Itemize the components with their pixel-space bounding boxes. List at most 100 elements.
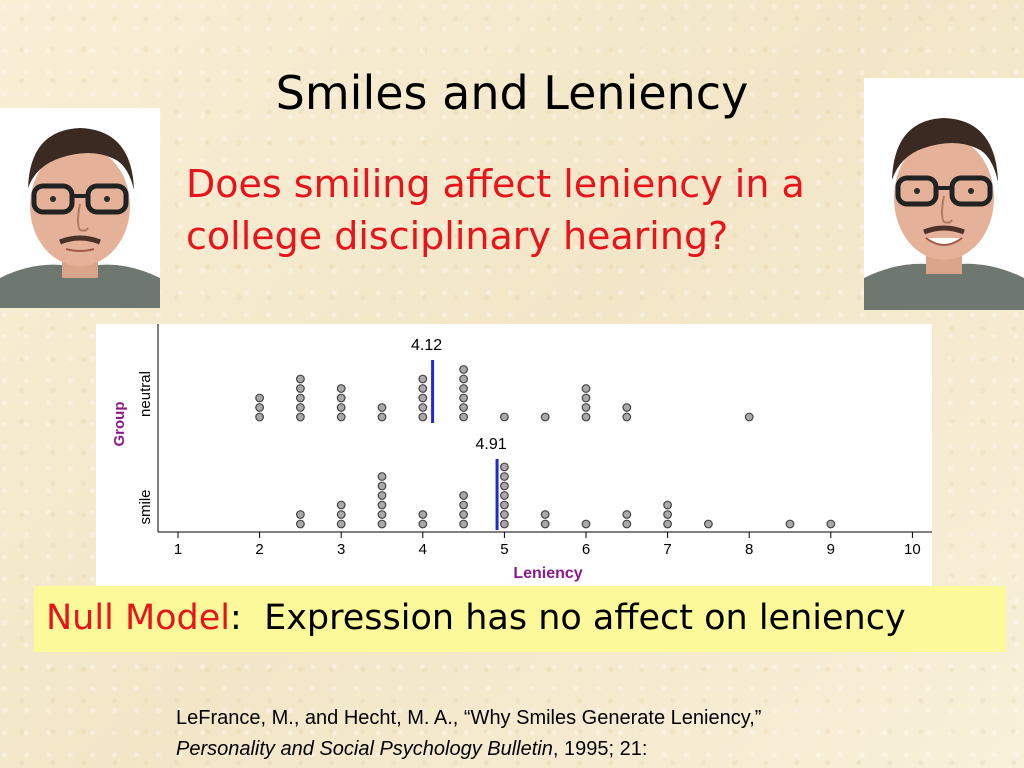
dot-neutral [255,403,265,412]
dot-smile [500,481,509,491]
dot-smile [336,510,346,519]
dot-smile [826,519,836,529]
dot-neutral [255,412,265,422]
dot-smile [581,519,591,529]
dotplot-svg: 1 2 3 4 5 6 7 8 9 10 neutral smile Group Leniency 4.12… [111,324,932,582]
dot-smile [500,500,509,510]
dot-smile [418,519,428,529]
group-label-neutral: neutral [137,371,154,417]
dot-neutral [459,384,469,393]
dot-smile [336,519,346,529]
dot-smile [459,519,469,529]
dot-smile [540,510,550,519]
x-tick-label: 7 [663,541,671,558]
null-model-box: Null Model: Expression has no affect on … [34,586,1006,652]
dot-neutral [295,374,305,384]
dot-neutral [418,403,428,412]
dot-neutral [295,412,305,422]
dot-smile [704,519,713,529]
dot-neutral [581,393,591,403]
mean-label-smile: 4.91 [475,436,506,453]
x-tick-label: 5 [500,541,508,558]
dot-neutral [295,384,305,393]
dot-smile [377,481,387,491]
dot-neutral [336,412,346,422]
dot-smile [663,500,672,510]
x-tick-label: 1 [174,541,182,558]
face-photo-neutral [0,108,160,308]
x-axis-title: Leniency [513,565,582,582]
dot-smile [500,462,509,472]
dot-smile [500,472,509,481]
x-tick-label: 3 [337,541,345,558]
null-model-lead: Null Model [46,598,231,638]
dot-smile [336,500,346,510]
dot-neutral [459,403,469,412]
dot-neutral [581,412,591,422]
leniency-dotplot: 1 2 3 4 5 6 7 8 9 10 neutral smile Group Leniency 4.12… [96,324,932,586]
face-photo-smiling [864,78,1024,310]
dot-neutral [459,365,469,374]
citation-journal: Personality and Social Psychology Bullet… [176,738,553,760]
dot-smile [500,519,509,529]
dot-neutral [418,412,428,422]
dot-neutral [622,403,632,412]
citation-line-2: Personality and Social Psychology Bullet… [176,734,761,765]
dot-smile [377,491,387,500]
dot-neutral [744,412,754,422]
x-tick-label: 4 [419,541,427,558]
dot-smile [377,510,387,519]
null-model-statement: Null Model: Expression has no affect on … [46,598,906,638]
y-axis-title: Group [111,402,128,447]
dot-neutral [581,403,591,412]
dot-smile [663,510,672,519]
dot-smile [377,519,387,529]
citation: LeFrance, M., and Hecht, M. A., “Why Smi… [176,703,761,765]
dot-neutral [459,393,469,403]
citation-rest: , 1995; 21: [552,738,648,760]
dot-smile [459,510,469,519]
dot-neutral [418,384,428,393]
dot-smile [663,519,672,529]
dot-smile [785,519,795,529]
mean-label-neutral: 4.12 [411,337,442,354]
slide-title: Smiles and Leniency [275,66,749,120]
dot-smile [540,519,550,529]
dot-smile [500,491,509,500]
group-label-smile: smile [137,489,154,524]
dot-neutral [295,393,305,403]
x-tick-label: 2 [255,541,263,558]
dot-neutral [418,374,428,384]
dot-neutral [336,384,346,393]
dot-smile [500,510,509,519]
dot-neutral [377,412,387,422]
x-tick-label: 10 [904,541,921,558]
dot-smile [377,472,387,481]
dot-neutral [418,393,428,403]
dot-neutral [295,403,305,412]
dot-neutral [500,412,509,422]
x-tick-label: 6 [582,541,590,558]
dot-neutral [459,412,469,422]
dot-smile [459,500,469,510]
dot-smile [459,491,469,500]
research-question: Does smiling affect leniency in a colleg… [186,162,805,258]
null-model-text: Expression has no affect on leniency [264,598,906,638]
dot-neutral [255,393,265,403]
dot-neutral [377,403,387,412]
dot-neutral [581,384,591,393]
dot-neutral [540,412,550,422]
x-tick-label: 8 [745,541,753,558]
dot-smile [377,500,387,510]
dot-neutral [336,403,346,412]
null-model-colon: : [230,598,242,638]
dot-smile [295,519,305,529]
dot-neutral [622,412,632,422]
x-tick-label: 9 [827,541,835,558]
dot-smile [418,510,428,519]
dot-neutral [336,393,346,403]
dot-smile [295,510,305,519]
dot-neutral [459,374,469,384]
dot-smile [622,510,632,519]
dot-smile [622,519,632,529]
